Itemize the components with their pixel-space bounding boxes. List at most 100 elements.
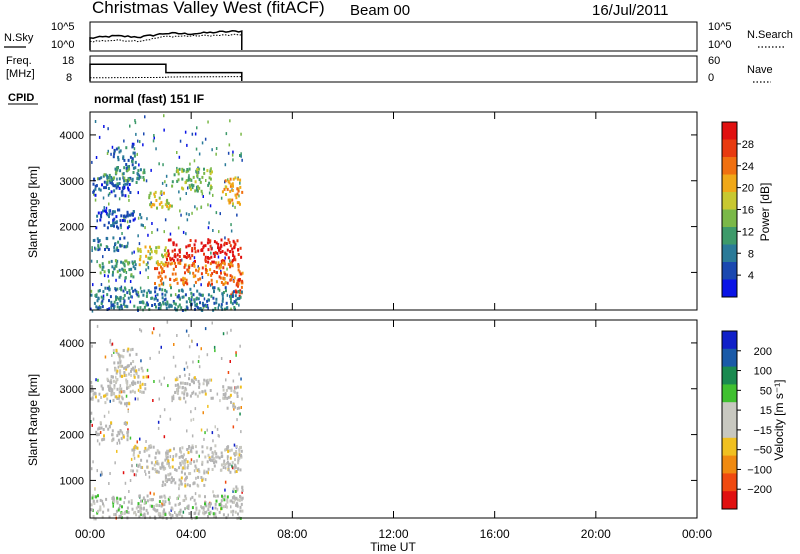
scatter-cell: [224, 185, 227, 189]
scatter-cell: [218, 266, 221, 270]
scatter-cell: [132, 469, 134, 473]
scatter-cell: [180, 476, 183, 480]
scatter-cell: [125, 259, 128, 263]
scatter-cell: [209, 262, 212, 266]
scatter-cell: [238, 297, 241, 300]
scatter-cell: [164, 203, 167, 207]
scatter-cell: [194, 464, 197, 468]
scatter-cell: [193, 481, 196, 485]
scatter-cell: [105, 210, 108, 214]
scatter-cell: [123, 158, 126, 162]
scatter-cell: [98, 432, 100, 436]
scatter-cell: [241, 490, 243, 494]
scatter-cell: [236, 213, 238, 217]
scatter-cell: [229, 274, 232, 278]
scatter-cell: [106, 286, 109, 290]
scatter-cell: [122, 183, 125, 187]
scatter-cell: [109, 181, 112, 185]
scatter-cell: [230, 299, 232, 303]
scatter-cell: [158, 271, 161, 275]
scatter-cell: [214, 450, 217, 454]
colorbar-tick-label: 16: [742, 205, 754, 217]
scatter-cell: [181, 455, 184, 459]
scatter-cell: [206, 378, 209, 382]
scatter-cell: [111, 342, 114, 346]
scatter-cell: [162, 465, 165, 469]
scatter-cell: [211, 260, 214, 264]
scatter-cell: [233, 257, 236, 261]
scatter-cell: [190, 298, 193, 302]
scatter-cell: [126, 349, 129, 353]
scatter-cell: [182, 187, 185, 191]
scatter-cell: [92, 500, 95, 504]
scatter-cell: [223, 241, 226, 245]
scatter-cell: [164, 479, 167, 483]
scatter-cell: [226, 462, 228, 466]
scatter-cell: [211, 272, 214, 276]
scatter-cell: [94, 187, 97, 191]
scatter-cell: [129, 390, 132, 394]
scatter-cell: [102, 510, 105, 514]
scatter-cell: [193, 300, 196, 304]
scatter-cell: [126, 401, 128, 405]
scatter-cell: [157, 261, 159, 265]
scatter-cell: [110, 259, 113, 263]
scatter-cell: [134, 288, 137, 292]
scatter-cell: [149, 191, 152, 195]
scatter-cell: [113, 189, 116, 193]
scatter-cell: [127, 428, 129, 432]
scatter-cell: [171, 465, 174, 469]
scatter-cell: [126, 438, 129, 442]
scatter-cell: [147, 447, 150, 451]
scatter-cell: [203, 437, 205, 441]
scatter-cell: [166, 320, 169, 324]
scatter-cell: [119, 244, 122, 248]
scatter-cell: [99, 473, 102, 477]
scatter-cell: [227, 371, 230, 374]
scatter-cell: [181, 446, 184, 450]
scatter-cell: [98, 442, 101, 446]
scatter-cell: [142, 497, 145, 501]
scatter-cell: [180, 454, 183, 458]
scatter-cell: [135, 181, 138, 184]
scatter-cell: [181, 258, 183, 262]
scatter-cell: [207, 203, 209, 207]
scatter-cell: [96, 439, 99, 443]
scatter-cell: [131, 464, 133, 468]
scatter-cell: [230, 295, 232, 299]
scatter-cell: [232, 513, 234, 517]
scatter-cell: [115, 166, 118, 170]
scatter-cell: [101, 499, 104, 503]
scatter-cell: [137, 139, 139, 143]
scatter-cell: [194, 303, 197, 307]
scatter-cell: [116, 387, 119, 391]
scatter-cell: [148, 196, 151, 200]
scatter-cell: [168, 478, 171, 482]
scatter-cell: [239, 289, 242, 293]
scatter-cell: [167, 261, 170, 265]
scatter-cell: [200, 272, 203, 276]
scatter-cell: [108, 424, 111, 428]
nsky-frame: [89, 21, 698, 52]
scatter-cell: [226, 267, 228, 271]
scatter-cell: [165, 183, 168, 187]
scatter-cell: [172, 455, 174, 458]
scatter-cell: [129, 479, 132, 482]
scatter-cell: [123, 511, 126, 515]
scatter-cell: [224, 179, 227, 183]
scatter-cell: [226, 447, 229, 451]
scatter-cell: [146, 368, 149, 372]
scatter-cell: [170, 293, 173, 297]
scatter-cell: [165, 251, 168, 255]
scatter-cell: [158, 504, 161, 508]
scatter-cell: [192, 380, 195, 384]
scatter-cell: [115, 248, 118, 252]
scatter-cell: [198, 365, 201, 369]
scatter-cell: [102, 294, 105, 298]
scatter-cell: [189, 186, 191, 189]
scatter-cell: [197, 475, 200, 479]
scatter-cell: [103, 504, 105, 508]
scatter-cell: [225, 193, 227, 196]
scatter-cell: [197, 278, 200, 282]
